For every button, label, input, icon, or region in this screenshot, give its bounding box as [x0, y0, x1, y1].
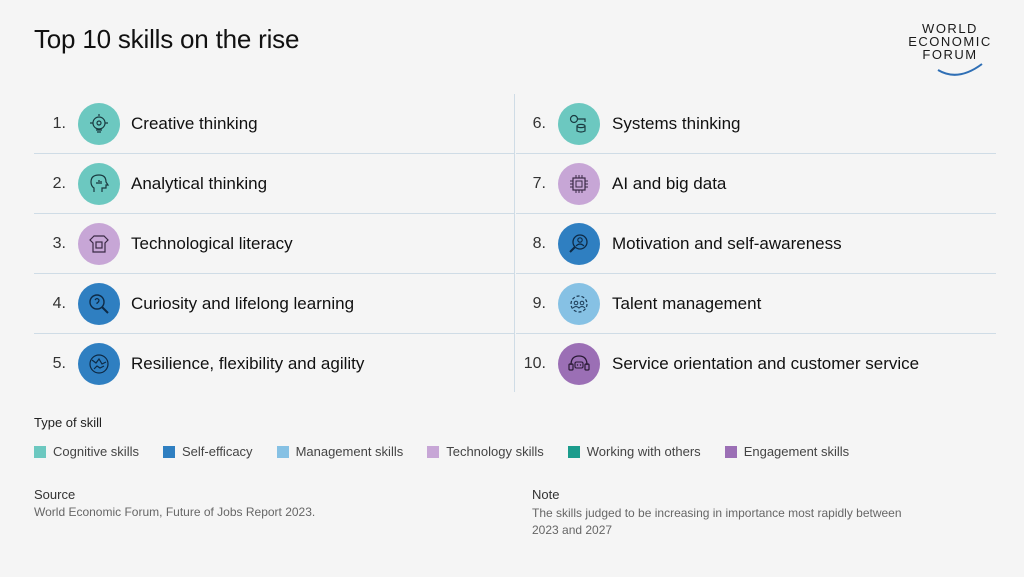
skill-rank: 8. [532, 235, 546, 252]
skill-row: 8. Motivation and self-awareness [516, 214, 996, 274]
logo-line-2: ECONOMIC [908, 34, 992, 49]
source-heading: Source [34, 487, 76, 502]
legend-label: Management skills [295, 444, 404, 459]
wef-logo: WORLD ECONOMIC FORUM [900, 22, 1000, 84]
skill-rank: 10. [523, 355, 546, 372]
skill-rank: 7. [532, 175, 546, 192]
head-chart-icon [78, 163, 120, 205]
skills-column-right: 6. Systems thinking 7. AI and big data 8… [516, 94, 996, 394]
legend-item: Self-efficacy [162, 444, 253, 459]
logo-line-1: WORLD [922, 21, 978, 36]
skill-rank: 9. [532, 295, 546, 312]
skill-rank: 3. [52, 235, 66, 252]
legend-swatch [162, 445, 175, 458]
note-heading: Note [532, 487, 560, 502]
skill-rank: 2. [52, 175, 66, 192]
legend-label: Working with others [586, 444, 701, 459]
legend-item: Working with others [567, 444, 701, 459]
skill-label: AI and big data [612, 174, 727, 193]
skill-label: Service orientation and customer service [612, 354, 920, 373]
legend-swatch [427, 445, 440, 458]
source-text: World Economic Forum, Future of Jobs Rep… [34, 505, 316, 519]
skill-row: 4. Curiosity and lifelong learning [34, 274, 514, 334]
legend-title: Type of skill [34, 415, 102, 430]
skills-column-left: 1. Creative thinking 2. Analytical think… [34, 94, 514, 394]
lightbulb-gear-icon [78, 103, 120, 145]
skill-row: 1. Creative thinking [34, 94, 514, 154]
skill-label: Resilience, flexibility and agility [131, 354, 365, 373]
skill-row: 7. AI and big data [516, 154, 996, 214]
skill-row: 6. Systems thinking [516, 94, 996, 154]
network-database-icon [558, 103, 600, 145]
note-text: The skills judged to be increasing in im… [532, 506, 902, 537]
skills-grid: 1. Creative thinking 2. Analytical think… [34, 94, 996, 394]
legend-swatch [724, 445, 737, 458]
legend-swatch [567, 445, 580, 458]
skill-rank: 5. [52, 355, 66, 372]
skill-label: Systems thinking [612, 114, 741, 133]
tshirt-chip-icon [78, 223, 120, 265]
skill-row: 3. Technological literacy [34, 214, 514, 274]
headset-chat-icon [558, 343, 600, 385]
skill-rank: 6. [532, 115, 546, 132]
skill-type-legend: Cognitive skills Self-efficacy Managemen… [34, 444, 873, 459]
legend-label: Self-efficacy [181, 444, 253, 459]
globe-figure-icon [78, 343, 120, 385]
legend-label: Technology skills [446, 444, 544, 459]
chip-icon [558, 163, 600, 205]
legend-swatch [276, 445, 289, 458]
skill-label: Motivation and self-awareness [612, 234, 842, 253]
skill-label: Analytical thinking [131, 174, 268, 193]
logo-line-3: FORUM [922, 47, 978, 62]
skill-row: 5. Resilience, flexibility and agility [34, 334, 514, 394]
skill-row: 9. Talent management [516, 274, 996, 334]
people-gear-icon [558, 283, 600, 325]
magnifier-question-icon [78, 283, 120, 325]
legend-label: Cognitive skills [53, 444, 139, 459]
legend-item: Management skills [276, 444, 404, 459]
logo-swoosh-icon [937, 63, 983, 76]
person-magnifier-icon [558, 223, 600, 265]
legend-label: Engagement skills [743, 444, 850, 459]
skill-label: Creative thinking [131, 114, 258, 133]
skill-label: Talent management [612, 294, 762, 313]
skill-label: Curiosity and lifelong learning [131, 294, 355, 313]
skill-rank: 1. [52, 115, 66, 132]
skill-rank: 4. [52, 295, 66, 312]
legend-item: Cognitive skills [34, 444, 139, 459]
legend-item: Engagement skills [724, 444, 850, 459]
skill-row: 2. Analytical thinking [34, 154, 514, 214]
column-divider [514, 94, 515, 392]
page-title: Top 10 skills on the rise [34, 24, 300, 54]
legend-swatch [34, 445, 46, 458]
skill-row: 10. Service orientation and customer ser… [516, 334, 996, 394]
skill-label: Technological literacy [131, 234, 293, 253]
legend-item: Technology skills [427, 444, 544, 459]
